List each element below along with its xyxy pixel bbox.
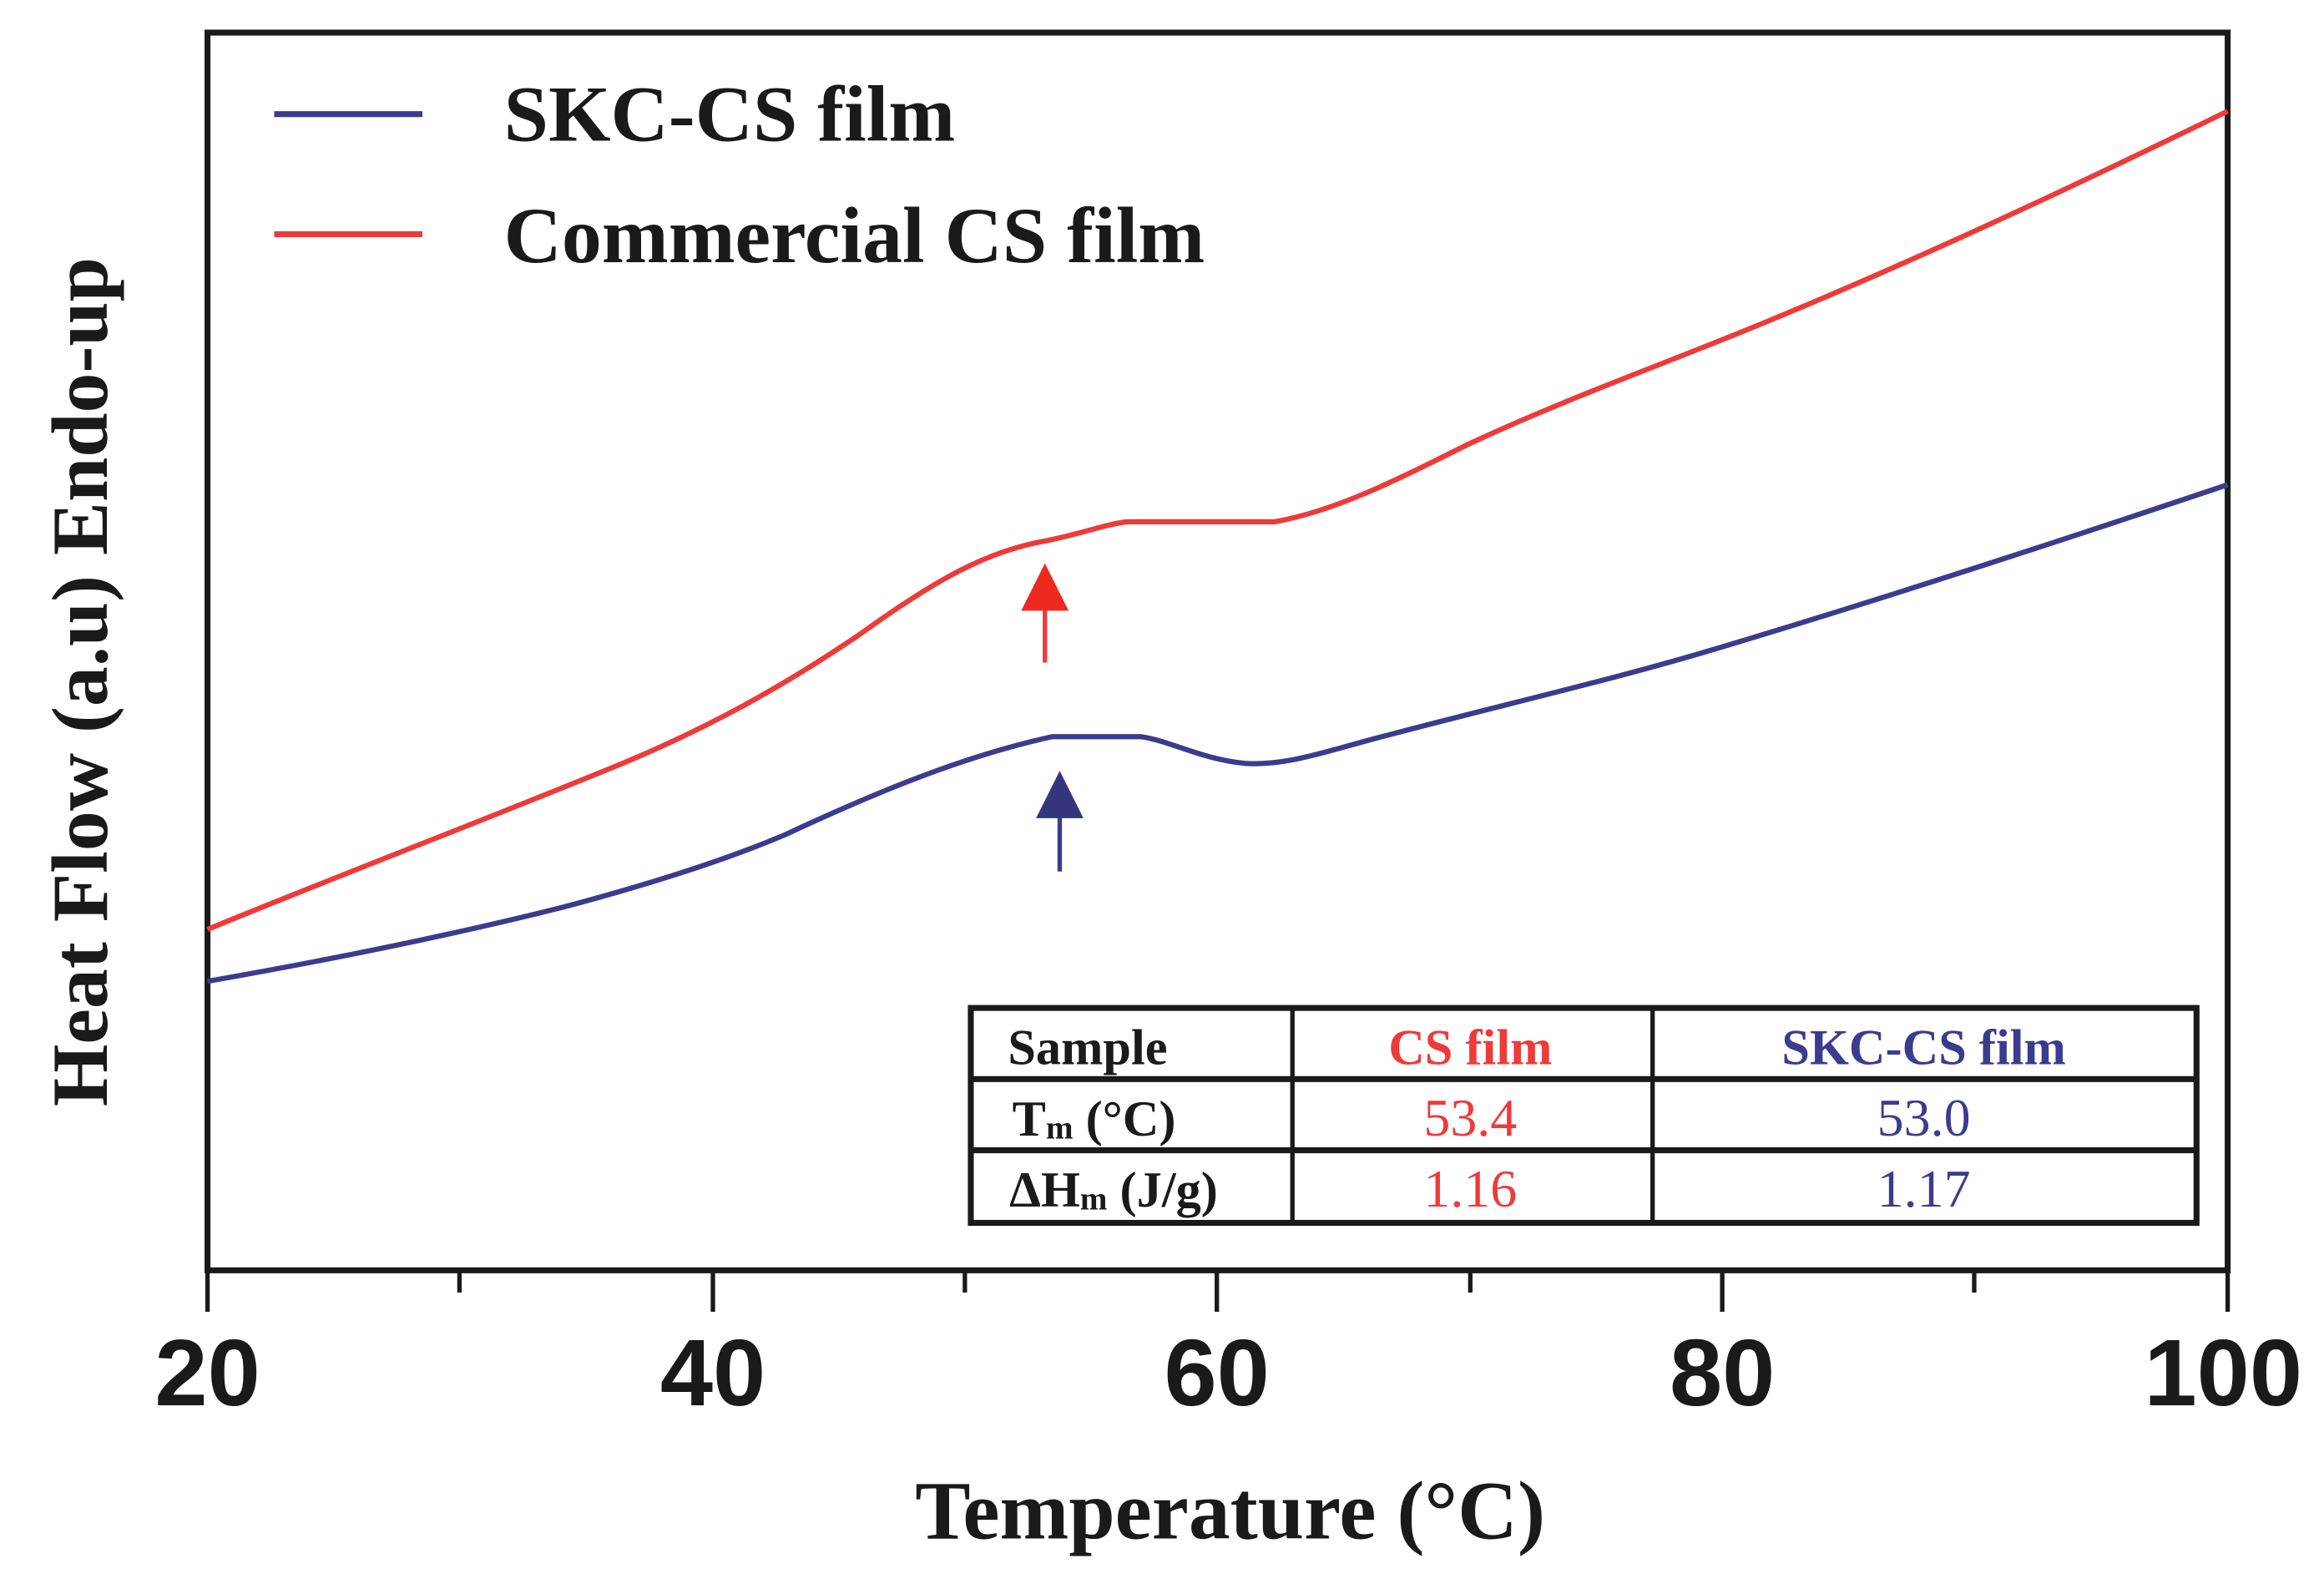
- series-skc-cs-film: [207, 482, 2229, 984]
- table-row-label-tm: Tm (°C): [1013, 1091, 1176, 1147]
- table-cell-cs-dhm: 1.16: [1423, 1159, 1517, 1218]
- x-tick-label: 20: [154, 1320, 260, 1426]
- x-tick-label: 40: [660, 1320, 765, 1426]
- arrow-up-icon: [1021, 563, 1069, 663]
- x-tick-label: 60: [1165, 1320, 1270, 1426]
- series-commercial-cs-film: [206, 109, 2229, 932]
- table-header-sample: Sample: [1008, 1020, 1167, 1076]
- x-axis-major-ticks: [205, 1270, 2231, 1313]
- legend-label-skc: SKC-CS film: [504, 70, 956, 159]
- x-axis-label: Temperature (°C): [915, 1465, 1545, 1557]
- legend: SKC-CS film Commercial CS film: [274, 70, 1205, 280]
- table-cell-skc-dhm: 1.17: [1877, 1159, 1971, 1218]
- inset-table: Sample CS film SKC-CS film Tm (°C) 53.4 …: [967, 1005, 2200, 1227]
- table-cell-cs-tm: 53.4: [1423, 1088, 1517, 1147]
- x-tick-label: 80: [1670, 1320, 1775, 1426]
- x-tick-label: 100: [2144, 1320, 2302, 1426]
- table-header-skc-cs-film: SKC-CS film: [1781, 1020, 2065, 1076]
- arrow-up-icon: [1036, 771, 1084, 872]
- legend-label-cs: Commercial CS film: [504, 191, 1205, 280]
- table-header-cs-film: CS film: [1388, 1020, 1552, 1076]
- x-axis-minor-ticks: [457, 1270, 1977, 1293]
- y-axis-label: Heat Flow (a.u) Endo-up: [36, 257, 124, 1106]
- table-cell-skc-tm: 53.0: [1877, 1088, 1971, 1147]
- table-row-label-dhm: ΔHm (J/g): [1009, 1162, 1218, 1218]
